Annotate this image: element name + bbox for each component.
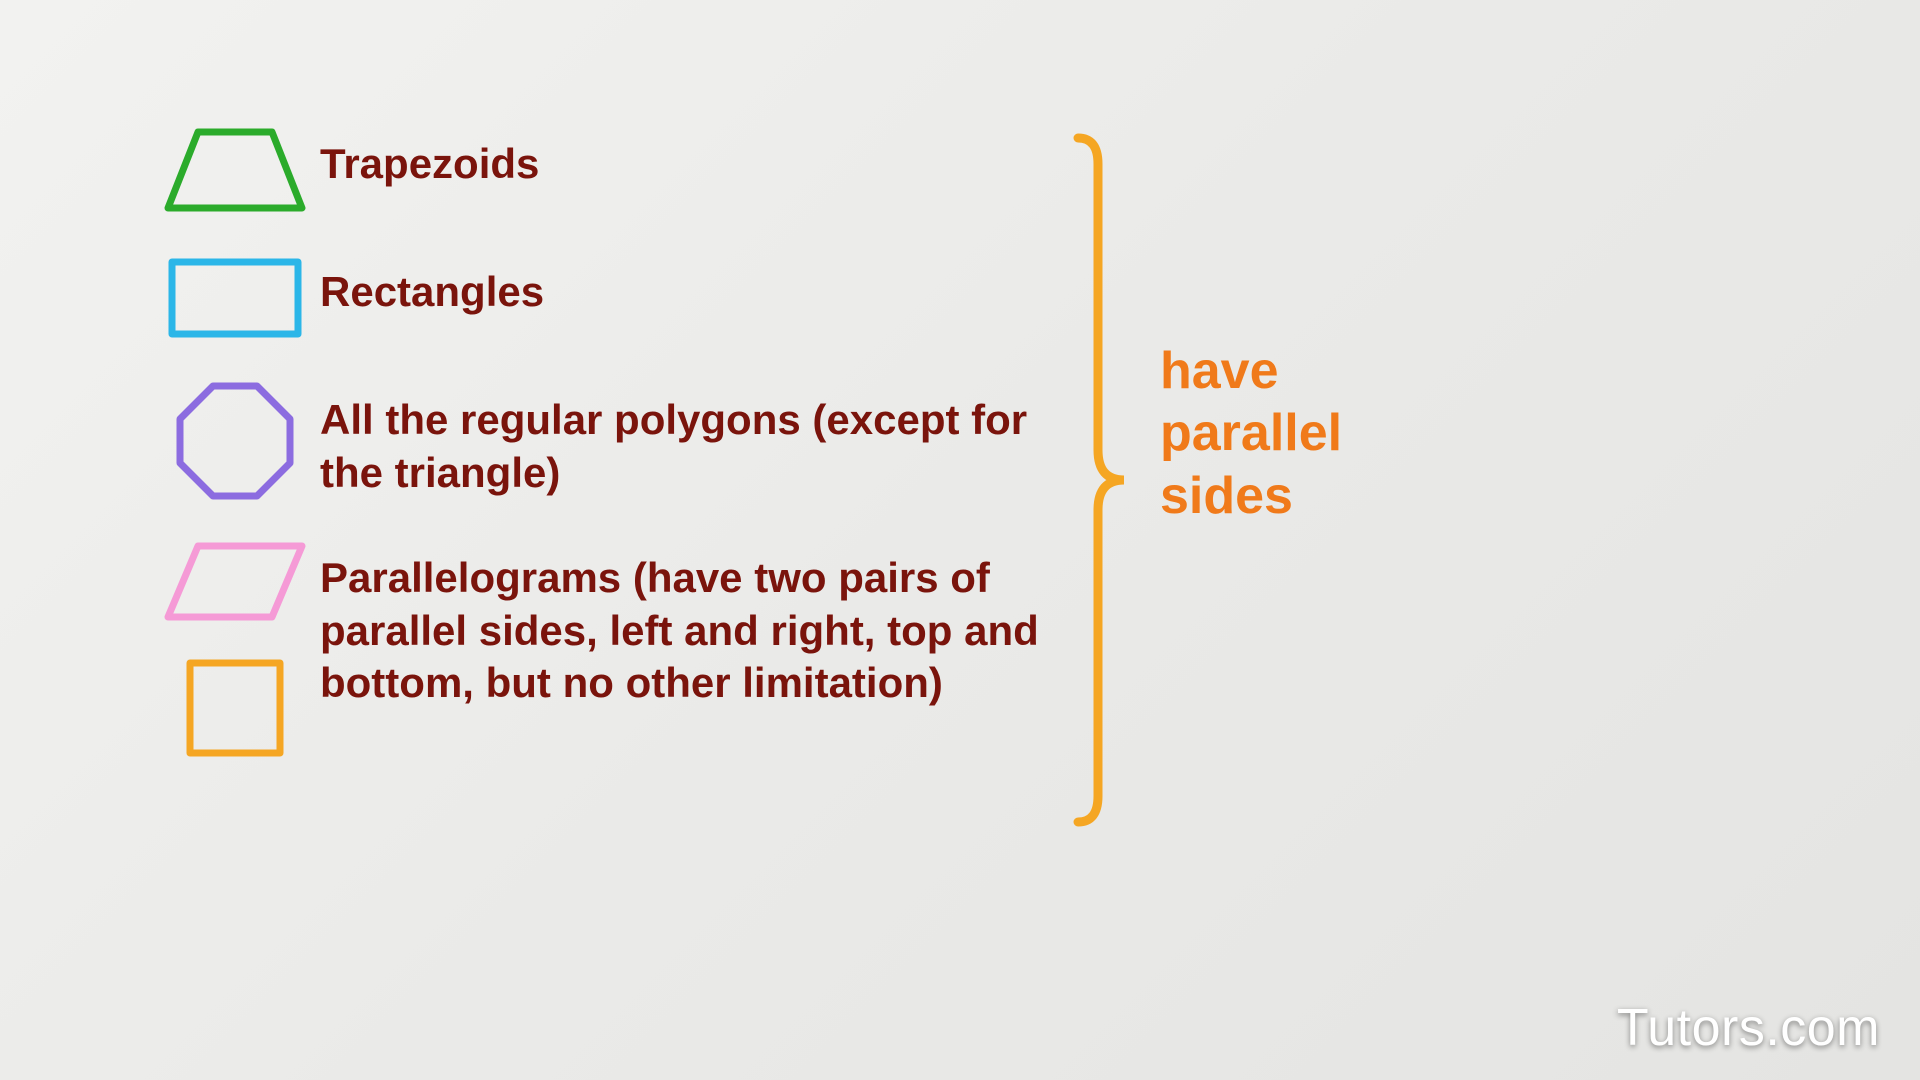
item-label: Trapezoids (320, 120, 1050, 191)
parallelogram-icon (160, 534, 310, 629)
bracket-line: sides (1160, 465, 1342, 527)
list-item: All the regular polygons (except for the… (150, 376, 1050, 506)
trapezoid-icon (150, 120, 320, 220)
item-label: Rectangles (320, 248, 1050, 319)
item-label: Parallelograms (have two pairs of parall… (320, 534, 1050, 710)
rectangle-icon (150, 248, 320, 348)
square-icon (180, 653, 290, 763)
shape-group (150, 534, 320, 763)
bracket-line: parallel (1160, 402, 1342, 464)
octagon-icon (150, 376, 320, 506)
watermark: Tutors.com (1617, 998, 1880, 1058)
shape-list: Trapezoids Rectangles All the regular po… (150, 120, 1050, 763)
list-item: Rectangles (150, 248, 1050, 348)
bracket-text: have parallel sides (1160, 340, 1342, 527)
grouping-bracket-icon (1070, 130, 1130, 830)
bracket-line: have (1160, 340, 1342, 402)
list-item: Trapezoids (150, 120, 1050, 220)
item-label: All the regular polygons (except for the… (320, 376, 1050, 499)
list-item: Parallelograms (have two pairs of parall… (150, 534, 1050, 763)
